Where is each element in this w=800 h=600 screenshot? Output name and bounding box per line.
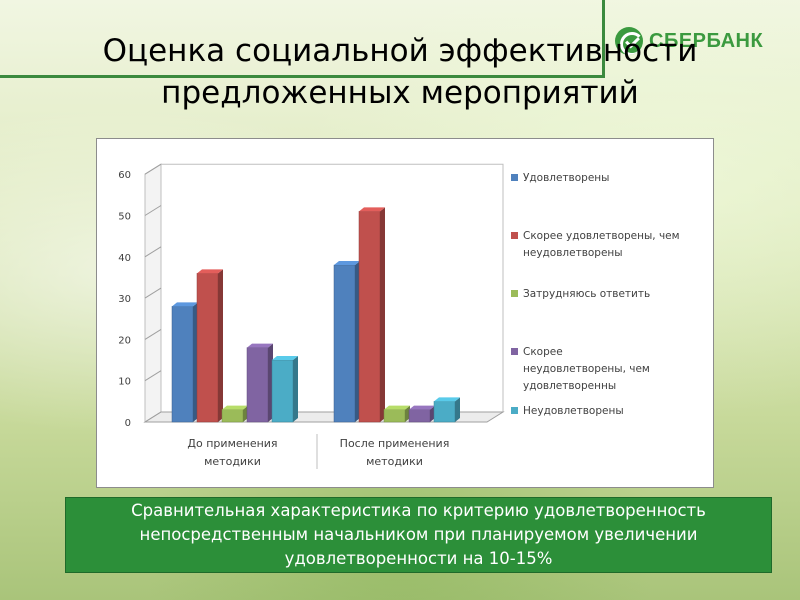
x-category-label: После применения [340,437,450,450]
bar [358,211,381,423]
y-tick-mark [144,246,162,258]
bar-side [455,397,460,422]
legend-swatch [511,232,518,239]
bar [271,359,294,423]
y-tick-mark [144,328,162,340]
y-tick-mark [144,287,162,299]
bar-chart: 0 10 20 30 40 50 60 До применения методики После … [118,163,680,469]
bar [408,409,431,423]
bar-top [434,397,460,402]
bar [433,401,456,423]
y-tick-label: 20 [118,335,131,346]
y-tick-mark [144,205,162,216]
y-tick-label: 0 [125,418,131,429]
bar [221,409,244,423]
legend-label: неудовлетворены, чем [523,363,650,375]
bar [383,409,406,423]
y-tick-label: 50 [118,212,131,223]
legend-label: Неудовлетворены [523,405,624,417]
bar-top [247,343,273,348]
slide-title-line-2: предложенных мероприятий [161,75,639,111]
x-category-label: методики [204,455,261,468]
legend-swatch [511,290,518,297]
legend-label: Скорее [523,346,563,358]
bar [196,273,219,423]
bar-top [359,207,385,212]
y-tick-mark [144,411,162,423]
legend-label: Удовлетворены [523,172,609,184]
y-tick-label: 10 [118,377,131,388]
slide-title: Оценка социальной эффективности предложе… [0,30,800,114]
bar [171,306,194,423]
bar-side [380,207,385,422]
legend-swatch [511,174,518,181]
sberbank-logo: СБЕРБАНК [615,24,785,58]
sberbank-logo-icon [615,27,643,55]
x-category-label: До применения [187,437,277,450]
legend-swatch [511,348,518,355]
bar-top [272,356,298,361]
header-divider-vertical [602,0,605,78]
bar-top [222,405,248,410]
y-tick-mark [144,370,162,382]
legend-label: Затрудняюсь ответить [523,288,650,300]
logo-text: СБЕРБАНК [649,29,764,52]
y-tick-mark [144,163,162,175]
bar-top [197,269,223,274]
bar-top [384,405,410,410]
bar-side [218,269,223,422]
chart-caption: Сравнительная характеристика по критерию… [65,497,772,573]
legend-label: Скорее удовлетворены, чем [523,230,680,242]
bar [333,264,356,423]
legend-swatch [511,407,518,414]
x-category-label: методики [366,455,423,468]
y-tick-label: 40 [118,253,131,264]
legend-label: неудовлетворены [523,247,623,259]
bar [246,347,269,423]
legend-label: удовлетворенны [523,380,616,392]
bar-top [172,302,198,307]
bar-top [409,405,435,410]
bar-side [293,356,298,422]
chart-container: 0 10 20 30 40 50 60 До применения методики После … [96,138,714,488]
bar-top [334,261,360,266]
y-tick-label: 30 [118,294,131,305]
slide-title-line-1: Оценка социальной эффективности [102,33,698,69]
y-tick-label: 60 [118,170,131,181]
header-divider-horizontal [0,75,605,78]
